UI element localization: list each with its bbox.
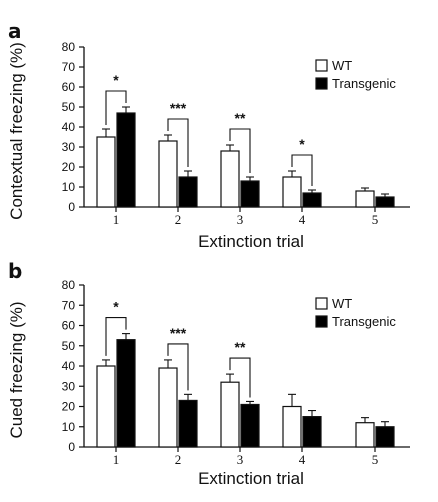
bar-transgenic — [116, 339, 136, 448]
y-tick-label: 70 — [62, 60, 76, 74]
x-tick-label: 5 — [372, 452, 379, 467]
significance-bracket — [167, 343, 189, 391]
bar-wt — [355, 190, 375, 208]
bar-wt — [355, 422, 375, 448]
x-tick-label: 5 — [372, 212, 379, 227]
y-axis-title: Cued freezing (%) — [7, 301, 26, 438]
x-tick-label: 4 — [299, 212, 306, 227]
y-tick-label: 80 — [62, 278, 76, 292]
bar-transgenic — [178, 176, 198, 208]
significance-marker: *** — [170, 100, 187, 116]
y-tick-label: 20 — [62, 400, 76, 414]
x-tick-label: 3 — [237, 212, 244, 227]
bar-transgenic — [240, 180, 260, 208]
x-tick-label: 1 — [113, 452, 120, 467]
bar-transgenic — [302, 192, 322, 208]
significance-marker: ** — [235, 339, 246, 355]
bar-wt — [220, 381, 240, 448]
significance-marker: * — [113, 299, 119, 315]
significance-marker: *** — [170, 325, 187, 341]
significance-bracket — [229, 357, 251, 398]
bar-wt — [158, 140, 178, 208]
legend-swatch-wt — [315, 59, 328, 72]
y-tick-label: 60 — [62, 80, 76, 94]
bar-transgenic — [240, 403, 260, 448]
x-tick-label: 2 — [175, 212, 182, 227]
x-axis-title: Extinction trial — [198, 469, 304, 488]
legend-swatch-wt — [315, 297, 328, 310]
significance-bracket — [105, 90, 127, 125]
chart-panel-a: a 0 10 20 30 40 50 60 70 80 Contextual freezing (%… — [7, 19, 410, 251]
bar-transgenic — [178, 399, 198, 448]
bar-wt — [96, 136, 116, 208]
x-tick-label: 2 — [175, 452, 182, 467]
significance-marker: * — [113, 72, 119, 88]
significance-bracket — [105, 317, 127, 356]
bar-wt — [282, 405, 302, 448]
bar-transgenic — [116, 112, 136, 208]
y-tick-label: 0 — [68, 440, 75, 454]
y-tick-label: 30 — [62, 379, 76, 393]
bar-wt — [220, 150, 240, 208]
legend-label-wt: WT — [332, 58, 352, 73]
y-tick-label: 70 — [62, 298, 76, 312]
y-tick-label: 30 — [62, 140, 76, 154]
y-tick-label: 0 — [68, 200, 75, 214]
y-tick-label: 20 — [62, 160, 76, 174]
x-tick-label: 3 — [237, 452, 244, 467]
y-axis-title: Contextual freezing (%) — [7, 42, 26, 220]
y-tick-label: 40 — [62, 120, 76, 134]
legend-swatch-transgenic — [315, 77, 328, 90]
legend-label-transgenic: Transgenic — [332, 314, 396, 329]
x-tick-label: 1 — [113, 212, 120, 227]
panel-letter: b — [8, 259, 22, 283]
y-tick-label: 80 — [62, 40, 76, 54]
chart-panel-b: b 0 10 20 30 40 50 60 70 80 Cued freezing (%) 1 * 2 **… — [7, 259, 410, 488]
significance-bracket — [167, 118, 189, 167]
significance-marker: ** — [235, 110, 246, 126]
significance-bracket — [291, 154, 313, 186]
legend-label-wt: WT — [332, 296, 352, 311]
significance-marker: * — [299, 136, 305, 152]
y-tick-label: 10 — [62, 180, 76, 194]
y-tick-label: 60 — [62, 319, 76, 333]
y-tick-label: 40 — [62, 359, 76, 373]
y-tick-label: 50 — [62, 339, 76, 353]
bar-wt — [282, 176, 302, 208]
legend-swatch-transgenic — [315, 315, 328, 328]
y-tick-label: 50 — [62, 100, 76, 114]
significance-bracket — [229, 128, 251, 173]
bar-transgenic — [375, 426, 395, 448]
x-axis-title: Extinction trial — [198, 232, 304, 251]
panel-letter: a — [8, 19, 22, 43]
bar-transgenic — [375, 196, 395, 208]
bar-transgenic — [302, 416, 322, 448]
legend-label-transgenic: Transgenic — [332, 76, 396, 91]
y-tick-label: 10 — [62, 420, 76, 434]
bar-wt — [158, 367, 178, 448]
bar-wt — [96, 365, 116, 448]
x-tick-label: 4 — [299, 452, 306, 467]
